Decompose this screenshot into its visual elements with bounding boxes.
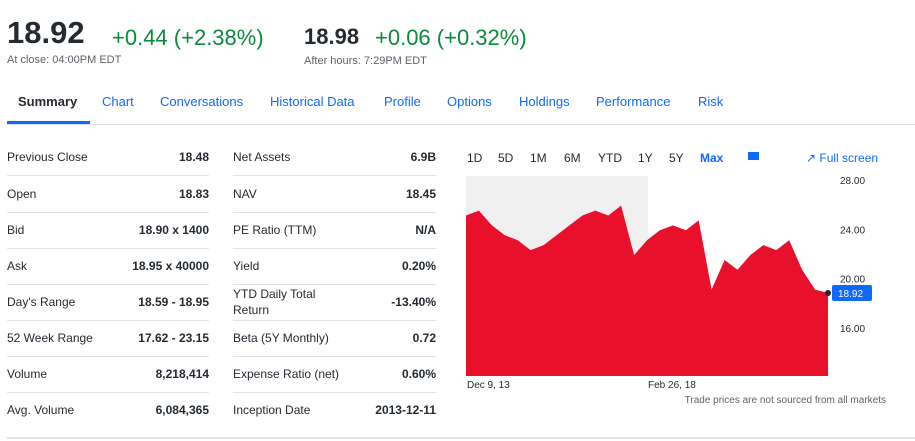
range-button[interactable]: 1M: [530, 151, 547, 165]
cell-label: Net Assets: [233, 150, 291, 164]
x-tick-label: Dec 9, 13: [467, 380, 510, 391]
tab[interactable]: Profile: [384, 94, 421, 109]
cell-label: Ask: [7, 259, 28, 273]
cell-value: 2013-12-11: [375, 403, 436, 417]
row-divider: [233, 248, 436, 249]
range-button[interactable]: YTD: [598, 151, 622, 165]
current-price-badge: [832, 285, 872, 302]
range-button[interactable]: 1Y: [638, 151, 653, 165]
row-divider: [7, 356, 209, 357]
full-screen-label[interactable]: Full screen: [819, 151, 879, 165]
price-area: [466, 205, 828, 376]
cell-value: 18.90 x 1400: [138, 223, 209, 237]
cell-value: 0.72: [412, 331, 436, 345]
row-divider: [7, 175, 209, 176]
cell-label: Day's Range: [7, 295, 76, 309]
tab[interactable]: Chart: [102, 94, 134, 109]
row-divider: [233, 392, 436, 393]
cell-label: Inception Date: [233, 403, 311, 417]
cell-label: Previous Close: [7, 150, 88, 164]
tab[interactable]: Performance: [596, 94, 671, 109]
row-divider: [233, 356, 436, 357]
row-divider: [7, 212, 209, 213]
cell-value: 0.60%: [401, 367, 436, 381]
close-note: At close: 04:00PM EDT: [7, 54, 122, 66]
cell-label: 52 Week Range: [7, 331, 93, 345]
x-tick-label: Feb 26, 18: [648, 380, 696, 391]
tab[interactable]: Conversations: [160, 94, 244, 109]
y-tick-label: 16.00: [840, 324, 865, 335]
active-tab-underline: [7, 121, 90, 124]
cell-value: 18.59 - 18.95: [138, 295, 209, 309]
tab[interactable]: Holdings: [519, 94, 570, 109]
y-tick-label: 20.00: [840, 275, 865, 286]
after-price: 18.98: [304, 24, 360, 49]
cell-value: 0.20%: [401, 259, 436, 273]
cell-label: NAV: [233, 187, 257, 201]
cell-label: PE Ratio (TTM): [233, 223, 317, 237]
row-divider: [233, 212, 436, 213]
range-button[interactable]: 5Y: [669, 151, 684, 165]
cell-label: Volume: [7, 367, 48, 381]
row-divider: [7, 248, 209, 249]
range-button[interactable]: 5D: [498, 151, 514, 165]
row-divider: [233, 284, 436, 285]
bottom-divider: [7, 437, 915, 439]
cell-value: 8,218,414: [155, 367, 209, 381]
after-change: +0.06 (+0.32%): [375, 25, 527, 50]
tab[interactable]: Summary: [18, 94, 78, 109]
range-button[interactable]: 6M: [564, 151, 581, 165]
cell-label: Beta (5Y Monthly): [233, 331, 329, 345]
cell-value: 18.95 x 40000: [132, 259, 209, 273]
tab[interactable]: Historical Data: [270, 94, 355, 109]
price: 18.92: [7, 15, 85, 50]
cell-label: Yield: [233, 259, 260, 273]
y-tick-label: 24.00: [840, 225, 865, 236]
row-divider: [7, 284, 209, 285]
range-button[interactable]: 1D: [467, 151, 483, 165]
cell-value: 18.48: [178, 150, 209, 164]
tab[interactable]: Options: [447, 94, 492, 109]
cell-label: Bid: [7, 223, 25, 237]
cell-value: 6,084,365: [155, 403, 209, 417]
chart: 28.00 24.00 20.00 16.00 Dec 9, 13 Feb 26, 18 1…: [466, 152, 872, 391]
cell-label: Expense Ratio (net): [233, 367, 340, 381]
range-button[interactable]: Max: [700, 151, 724, 165]
cell-label: Open: [7, 187, 37, 201]
cell-value: 17.62 - 23.15: [138, 331, 209, 345]
tab[interactable]: Risk: [698, 94, 724, 109]
row-divider: [233, 175, 436, 176]
cell-value: 18.83: [178, 187, 209, 201]
chart-type-icon[interactable]: [748, 152, 759, 160]
row-divider: [7, 392, 209, 393]
after-note: After hours: 7:29PM EDT: [304, 55, 427, 67]
cell-value: 18.45: [405, 187, 436, 201]
full-screen[interactable]: ↗ Full screen: [806, 151, 879, 165]
cell-value: N/A: [415, 223, 436, 237]
current-price-label: 18.92: [838, 289, 863, 300]
price-change: +0.44 (+2.38%): [112, 25, 264, 50]
current-price-dot: [825, 290, 831, 297]
row-divider: [7, 320, 209, 321]
cell-label: Avg. Volume: [7, 403, 75, 417]
cell-value: 6.9B: [410, 150, 436, 164]
cell-label: YTD Daily Total Return: [233, 287, 316, 317]
y-tick-label: 28.00: [840, 176, 865, 187]
tab-divider: [7, 124, 915, 125]
row-divider: [233, 320, 436, 321]
chart-note: Trade prices are not sourced from all ma…: [684, 395, 886, 406]
cell-value: -13.40%: [391, 295, 436, 309]
